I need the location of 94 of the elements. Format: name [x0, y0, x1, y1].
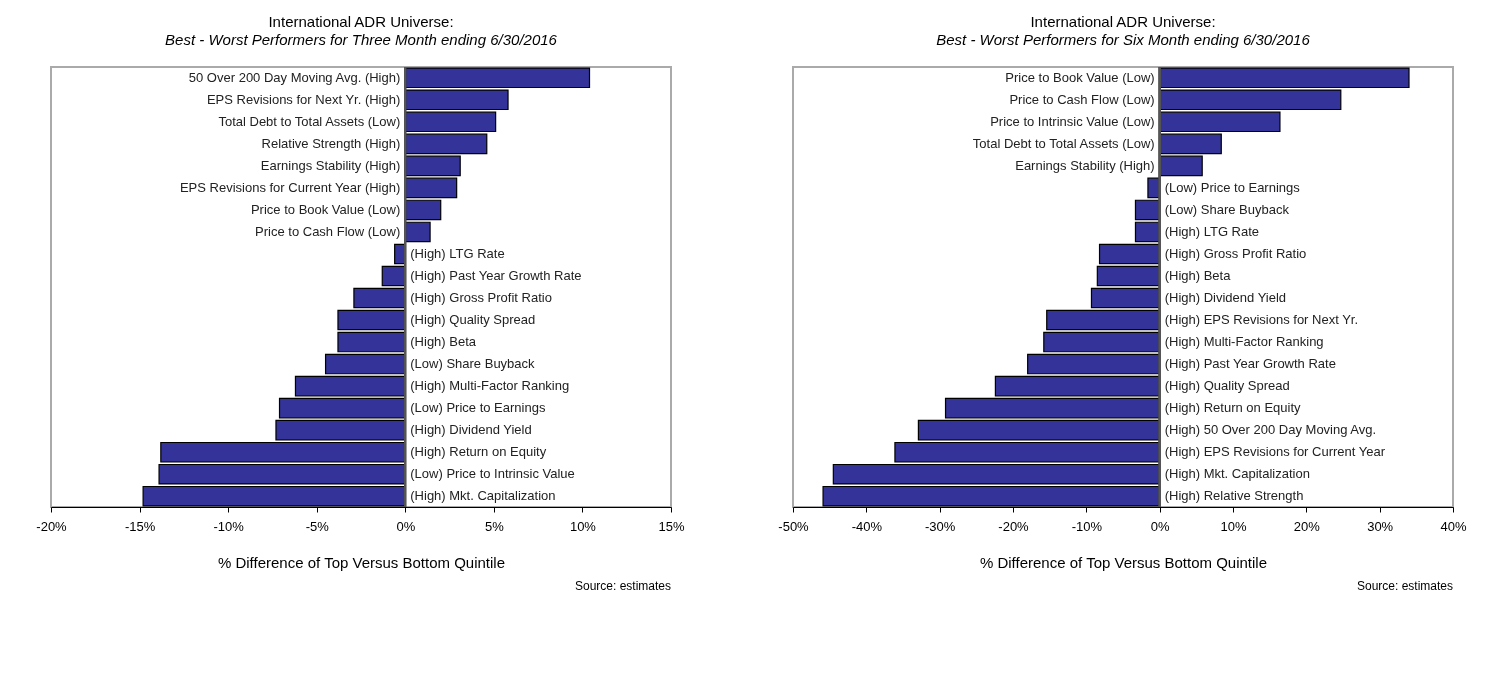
y-tick-label: Relative Strength (High)	[261, 135, 401, 151]
bar	[1159, 155, 1203, 177]
y-tick-label: (High) Multi-Factor Ranking	[1164, 334, 1324, 350]
y-tick-label: Total Debt to Total Assets (Low)	[218, 113, 401, 129]
x-tick-label: -40%	[851, 518, 883, 534]
bar	[1046, 309, 1161, 331]
x-tick-label: 10%	[569, 518, 597, 534]
bar	[1098, 243, 1161, 265]
chart-subtitle: Best - Worst Performers for Three Month ending 6/30/2016	[165, 31, 558, 49]
y-tick-label: Earnings Stability (High)	[1015, 157, 1155, 173]
y-tick-label: (High) LTG Rate	[410, 245, 505, 261]
bar	[1090, 287, 1161, 309]
y-tick-label: EPS Revisions for Current Year (High)	[179, 179, 401, 195]
y-tick-label: (High) EPS Revisions for Current Year	[1164, 444, 1386, 460]
y-tick-label: (Low) Share Buyback	[410, 356, 536, 372]
bar	[353, 287, 406, 309]
bar	[1043, 331, 1161, 353]
x-tick-label: 15%	[658, 518, 685, 534]
chart-subtitle: Best - Worst Performers for Six Month ending 6/30/2016	[936, 31, 1311, 49]
bar	[1027, 353, 1161, 375]
y-tick-label: Earnings Stability (High)	[260, 157, 401, 173]
x-tick-label: -10%	[1071, 518, 1103, 534]
bar	[1134, 199, 1161, 221]
y-tick-label: (High) Past Year Growth Rate	[410, 267, 582, 283]
bar	[404, 199, 442, 221]
y-tick-label: (Low) Price to Earnings	[410, 400, 546, 416]
x-tick-label: -20%	[998, 518, 1030, 534]
bar	[404, 155, 461, 177]
y-tick-label: (High) Past Year Growth Rate	[1164, 356, 1336, 372]
bar	[404, 221, 431, 243]
bar	[394, 243, 406, 265]
bar	[1147, 177, 1161, 199]
source-note: Source: estimates	[574, 579, 671, 593]
x-axis-title: % Difference of Top Versus Bottom Quintile	[217, 553, 506, 571]
y-tick-label: Price to Cash Flow (Low)	[255, 223, 401, 239]
y-tick-label: (High) Multi-Factor Ranking	[410, 378, 570, 394]
y-tick-label: (High) Return on Equity	[1164, 400, 1302, 416]
bar	[917, 419, 1161, 441]
x-tick-label: 0%	[396, 518, 416, 534]
y-tick-label: (High) Dividend Yield	[1164, 290, 1287, 306]
x-tick-label: -15%	[124, 518, 156, 534]
bar	[337, 331, 406, 353]
bar	[404, 177, 458, 199]
x-tick-label: -5%	[305, 518, 330, 534]
bar	[1096, 265, 1161, 287]
y-tick-label: (Low) Price to Earnings	[1164, 179, 1301, 195]
y-tick-label: (High) Mkt. Capitalization	[410, 488, 556, 504]
bar	[337, 309, 406, 331]
bar	[278, 397, 406, 419]
chart-title: International ADR Universe:	[268, 13, 454, 31]
y-tick-label: (High) Gross Profit Ratio	[1164, 245, 1307, 261]
y-tick-label: Price to Cash Flow (Low)	[1009, 91, 1155, 107]
bar	[275, 419, 406, 441]
y-tick-label: (High) Relative Strength	[1164, 488, 1304, 504]
y-tick-label: Total Debt to Total Assets (Low)	[972, 135, 1155, 151]
bar	[1159, 133, 1222, 155]
y-tick-label: (High) Quality Spread	[410, 312, 536, 328]
bar	[944, 397, 1161, 419]
x-axis-title: % Difference of Top Versus Bottom Quintile	[979, 553, 1268, 571]
y-tick-label: (Low) Price to Intrinsic Value	[410, 466, 575, 482]
y-tick-label: (High) LTG Rate	[1164, 223, 1260, 239]
source-note: Source: estimates	[1356, 579, 1453, 593]
x-tick-label: 0%	[1150, 518, 1170, 534]
bar	[381, 265, 406, 287]
y-tick-label: Price to Intrinsic Value (Low)	[990, 113, 1155, 129]
x-tick-label: 20%	[1293, 518, 1321, 534]
bar	[1134, 221, 1161, 243]
x-tick-label: 40%	[1440, 518, 1467, 534]
x-tick-label: -20%	[36, 518, 68, 534]
x-tick-label: -50%	[778, 518, 810, 534]
y-tick-label: (High) Return on Equity	[410, 444, 547, 460]
y-tick-label: (High) Quality Spread	[1164, 378, 1290, 394]
y-tick-label: (High) Beta	[410, 334, 477, 350]
y-tick-label: (High) 50 Over 200 Day Moving Avg.	[1164, 422, 1377, 438]
x-tick-label: 30%	[1367, 518, 1394, 534]
y-tick-label: EPS Revisions for Next Yr. (High)	[206, 91, 401, 107]
chart-title: International ADR Universe:	[1030, 13, 1216, 31]
y-tick-label: (High) Gross Profit Ratio	[410, 290, 552, 306]
x-tick-label: -30%	[924, 518, 956, 534]
x-tick-label: -10%	[213, 518, 245, 534]
y-tick-label: (High) Beta	[1164, 267, 1232, 283]
bar	[994, 375, 1161, 397]
bar	[324, 353, 406, 375]
y-tick-label: (High) EPS Revisions for Next Yr.	[1164, 312, 1359, 328]
y-tick-label: Price to Book Value (Low)	[1005, 69, 1155, 85]
bar	[294, 375, 406, 397]
y-tick-label: Price to Book Value (Low)	[250, 201, 401, 217]
x-tick-label: 5%	[484, 518, 505, 534]
y-tick-label: (High) Mkt. Capitalization	[1164, 466, 1310, 482]
x-tick-label: 10%	[1220, 518, 1247, 534]
bar	[404, 133, 488, 155]
y-tick-label: 50 Over 200 Day Moving Avg. (High)	[188, 69, 401, 85]
y-tick-label: (Low) Share Buyback	[1164, 201, 1290, 217]
y-tick-label: (High) Dividend Yield	[410, 422, 532, 438]
